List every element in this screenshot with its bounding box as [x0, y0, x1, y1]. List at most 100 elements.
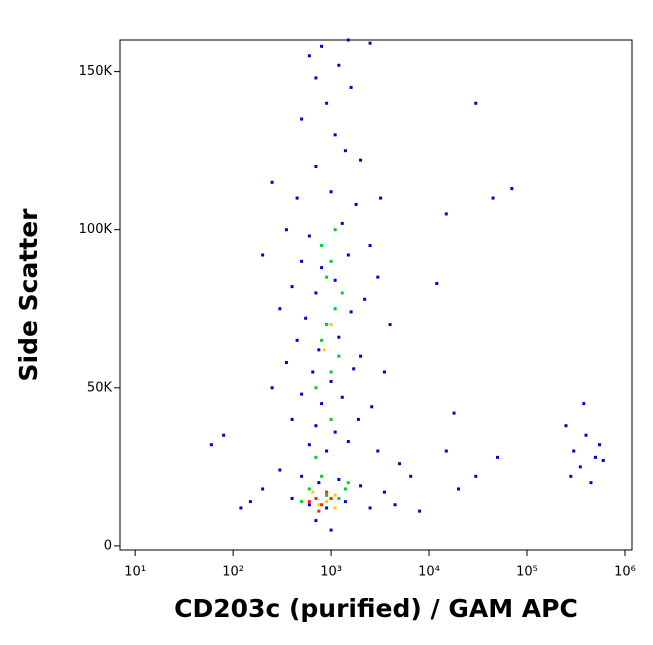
point: [333, 307, 337, 311]
point: [398, 462, 402, 466]
point: [209, 443, 213, 447]
y-tick-label: 0: [104, 538, 112, 553]
point: [452, 411, 456, 415]
point: [314, 455, 318, 459]
x-tick-label: 10¹: [124, 565, 146, 580]
point: [343, 500, 347, 504]
point: [325, 449, 329, 453]
point: [314, 386, 318, 390]
point: [340, 395, 344, 399]
point: [329, 323, 333, 327]
point: [346, 253, 350, 257]
point: [393, 503, 397, 507]
point: [248, 500, 252, 504]
point: [333, 493, 337, 497]
point: [564, 424, 568, 428]
x-tick-label: 10⁴: [418, 565, 440, 580]
point: [474, 474, 478, 478]
point: [346, 481, 350, 485]
point: [329, 528, 333, 532]
point: [368, 506, 372, 510]
y-tick-label: 150K: [79, 64, 113, 79]
point: [314, 519, 318, 523]
point: [337, 354, 341, 358]
point: [337, 335, 341, 339]
point: [346, 440, 350, 444]
point: [578, 465, 582, 469]
point: [340, 291, 344, 295]
point: [320, 474, 324, 478]
point: [317, 509, 321, 513]
point: [307, 443, 311, 447]
point: [320, 244, 324, 248]
point: [368, 244, 372, 248]
point: [300, 259, 304, 263]
point: [290, 496, 294, 500]
point: [359, 354, 363, 358]
point: [329, 370, 333, 374]
point: [444, 449, 448, 453]
point: [261, 253, 265, 257]
point: [314, 164, 318, 168]
y-tick-label: 50K: [87, 380, 113, 395]
point: [593, 455, 597, 459]
point: [314, 76, 318, 80]
point: [601, 459, 605, 463]
point: [325, 490, 329, 494]
point: [409, 474, 413, 478]
point: [320, 266, 324, 270]
point: [388, 323, 392, 327]
x-tick-label: 10²: [222, 565, 244, 580]
point: [325, 101, 329, 105]
point: [325, 506, 329, 510]
plot-frame: [119, 39, 633, 551]
point: [363, 297, 367, 301]
point: [307, 487, 311, 491]
point: [496, 455, 500, 459]
point: [354, 202, 358, 206]
point: [337, 496, 341, 500]
point: [368, 41, 372, 45]
point: [370, 405, 374, 409]
point: [589, 481, 593, 485]
point: [356, 417, 360, 421]
point: [311, 490, 315, 494]
point: [314, 424, 318, 428]
point: [329, 379, 333, 383]
point: [337, 63, 341, 67]
point: [474, 101, 478, 105]
point: [314, 291, 318, 295]
point: [457, 487, 461, 491]
point: [317, 481, 321, 485]
point: [325, 500, 329, 504]
point: [343, 487, 347, 491]
point: [352, 367, 356, 371]
point: [569, 474, 573, 478]
point: [320, 44, 324, 48]
point: [329, 417, 333, 421]
point: [222, 433, 226, 437]
point: [491, 196, 495, 200]
point: [320, 402, 324, 406]
point: [346, 38, 350, 42]
y-axis-title: Side Scatter: [14, 208, 43, 382]
point: [382, 370, 386, 374]
point: [329, 259, 333, 263]
x-tick-label: 10³: [320, 565, 342, 580]
point: [343, 149, 347, 153]
point: [261, 487, 265, 491]
point: [320, 338, 324, 342]
point: [307, 503, 311, 507]
point: [572, 449, 576, 453]
point: [300, 500, 304, 504]
point: [333, 133, 337, 137]
point: [304, 316, 308, 320]
point: [359, 158, 363, 162]
point: [295, 196, 299, 200]
point: [333, 228, 337, 232]
point: [376, 449, 380, 453]
point: [300, 117, 304, 121]
point: [510, 187, 514, 191]
x-tick-label: 10⁵: [516, 565, 538, 580]
point: [278, 468, 282, 472]
